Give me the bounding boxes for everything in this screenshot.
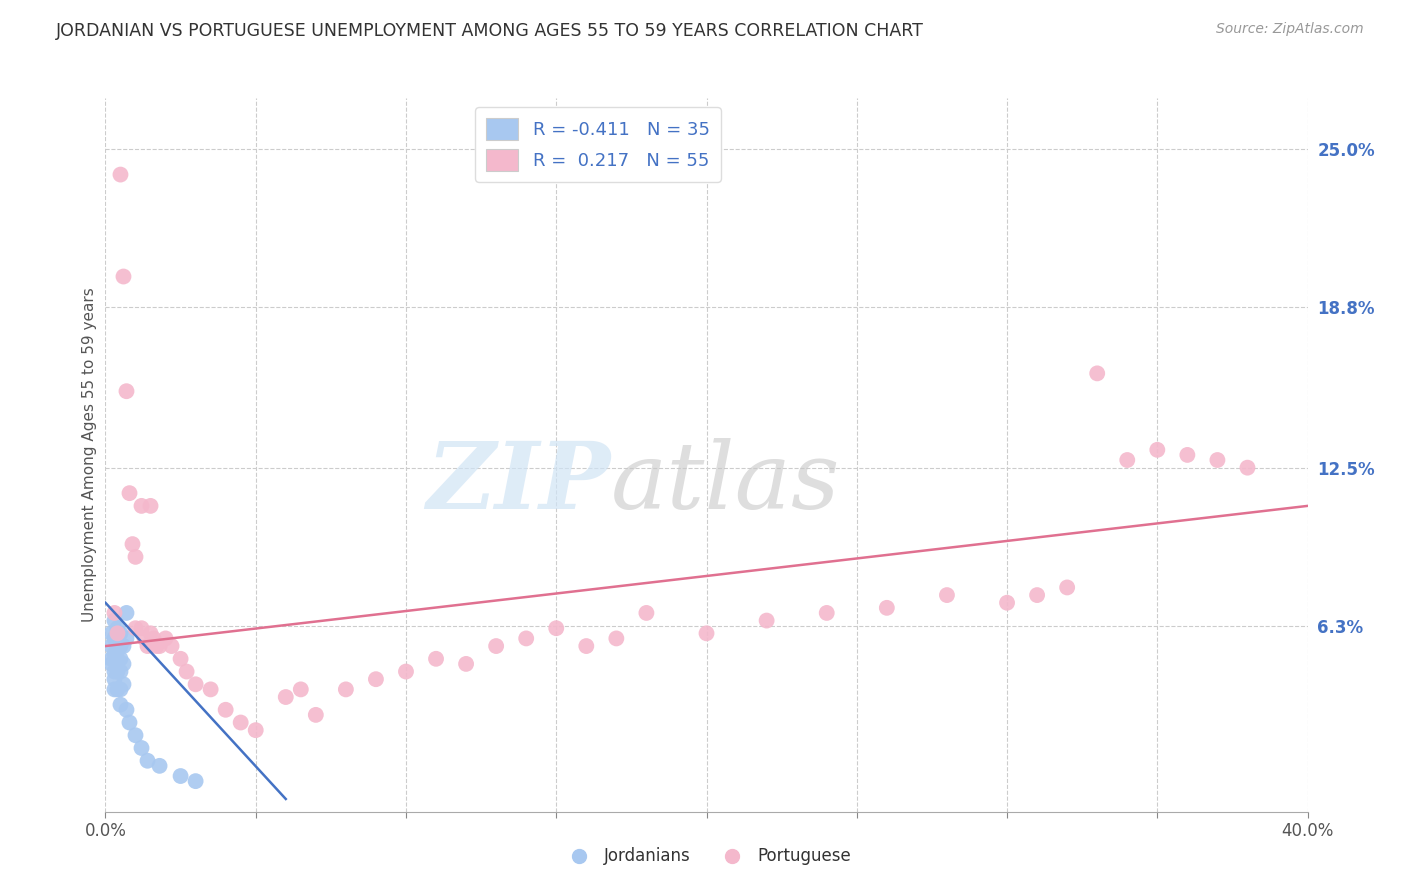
Point — [145, 639, 167, 653]
Point — [103, 665, 125, 679]
Point — [169, 652, 191, 666]
Point — [936, 588, 959, 602]
Point — [575, 639, 598, 653]
Point — [100, 626, 122, 640]
Point — [274, 690, 297, 704]
Point — [395, 665, 418, 679]
Point — [160, 639, 183, 653]
Point — [136, 754, 159, 768]
Point — [200, 682, 222, 697]
Point — [214, 703, 236, 717]
Point — [124, 549, 146, 564]
Point — [131, 621, 153, 635]
Point — [1116, 453, 1139, 467]
Point — [1026, 588, 1049, 602]
Point — [103, 606, 125, 620]
Point — [876, 600, 898, 615]
Point — [103, 647, 125, 661]
Point — [1206, 453, 1229, 467]
Point — [112, 657, 135, 671]
Point — [124, 728, 146, 742]
Point — [696, 626, 718, 640]
Y-axis label: Unemployment Among Ages 55 to 59 years: Unemployment Among Ages 55 to 59 years — [82, 287, 97, 623]
Point — [110, 665, 132, 679]
Point — [103, 632, 125, 646]
Point — [107, 632, 129, 646]
Point — [169, 769, 191, 783]
Point — [755, 614, 778, 628]
Point — [142, 632, 165, 646]
Text: ZIP: ZIP — [426, 439, 610, 528]
Point — [115, 632, 138, 646]
Point — [364, 672, 387, 686]
Point — [1085, 367, 1108, 381]
Point — [100, 652, 122, 666]
Point — [1175, 448, 1198, 462]
Text: JORDANIAN VS PORTUGUESE UNEMPLOYMENT AMONG AGES 55 TO 59 YEARS CORRELATION CHART: JORDANIAN VS PORTUGUESE UNEMPLOYMENT AMO… — [56, 22, 924, 40]
Point — [115, 703, 138, 717]
Point — [1146, 442, 1168, 457]
Point — [245, 723, 267, 738]
Point — [335, 682, 357, 697]
Point — [107, 621, 129, 635]
Point — [115, 384, 138, 399]
Point — [118, 486, 141, 500]
Point — [110, 626, 132, 640]
Point — [110, 652, 132, 666]
Point — [134, 632, 156, 646]
Point — [176, 665, 198, 679]
Point — [103, 682, 125, 697]
Point — [636, 606, 658, 620]
Point — [995, 596, 1018, 610]
Point — [110, 168, 132, 182]
Point — [485, 639, 508, 653]
Point — [115, 606, 138, 620]
Point — [121, 537, 143, 551]
Point — [110, 698, 132, 712]
Point — [425, 652, 447, 666]
Point — [107, 639, 129, 653]
Point — [107, 626, 129, 640]
Point — [515, 632, 537, 646]
Point — [107, 652, 129, 666]
Point — [148, 639, 170, 653]
Point — [103, 672, 125, 686]
Point — [155, 632, 177, 646]
Point — [131, 499, 153, 513]
Point — [112, 269, 135, 284]
Text: atlas: atlas — [610, 439, 839, 528]
Point — [100, 657, 122, 671]
Point — [546, 621, 568, 635]
Point — [107, 682, 129, 697]
Point — [118, 715, 141, 730]
Point — [815, 606, 838, 620]
Point — [112, 639, 135, 653]
Point — [110, 682, 132, 697]
Point — [605, 632, 627, 646]
Point — [136, 639, 159, 653]
Point — [290, 682, 312, 697]
Point — [100, 639, 122, 653]
Point — [139, 499, 162, 513]
Point — [124, 621, 146, 635]
Point — [305, 707, 328, 722]
Point — [131, 741, 153, 756]
Point — [139, 626, 162, 640]
Point — [1056, 581, 1078, 595]
Point — [148, 759, 170, 773]
Point — [107, 665, 129, 679]
Point — [184, 677, 207, 691]
Point — [103, 614, 125, 628]
Legend: Jordanians, Portuguese: Jordanians, Portuguese — [555, 840, 858, 871]
Point — [454, 657, 477, 671]
Point — [112, 677, 135, 691]
Point — [1236, 460, 1258, 475]
Point — [229, 715, 252, 730]
Text: Source: ZipAtlas.com: Source: ZipAtlas.com — [1216, 22, 1364, 37]
Point — [110, 639, 132, 653]
Point — [184, 774, 207, 789]
